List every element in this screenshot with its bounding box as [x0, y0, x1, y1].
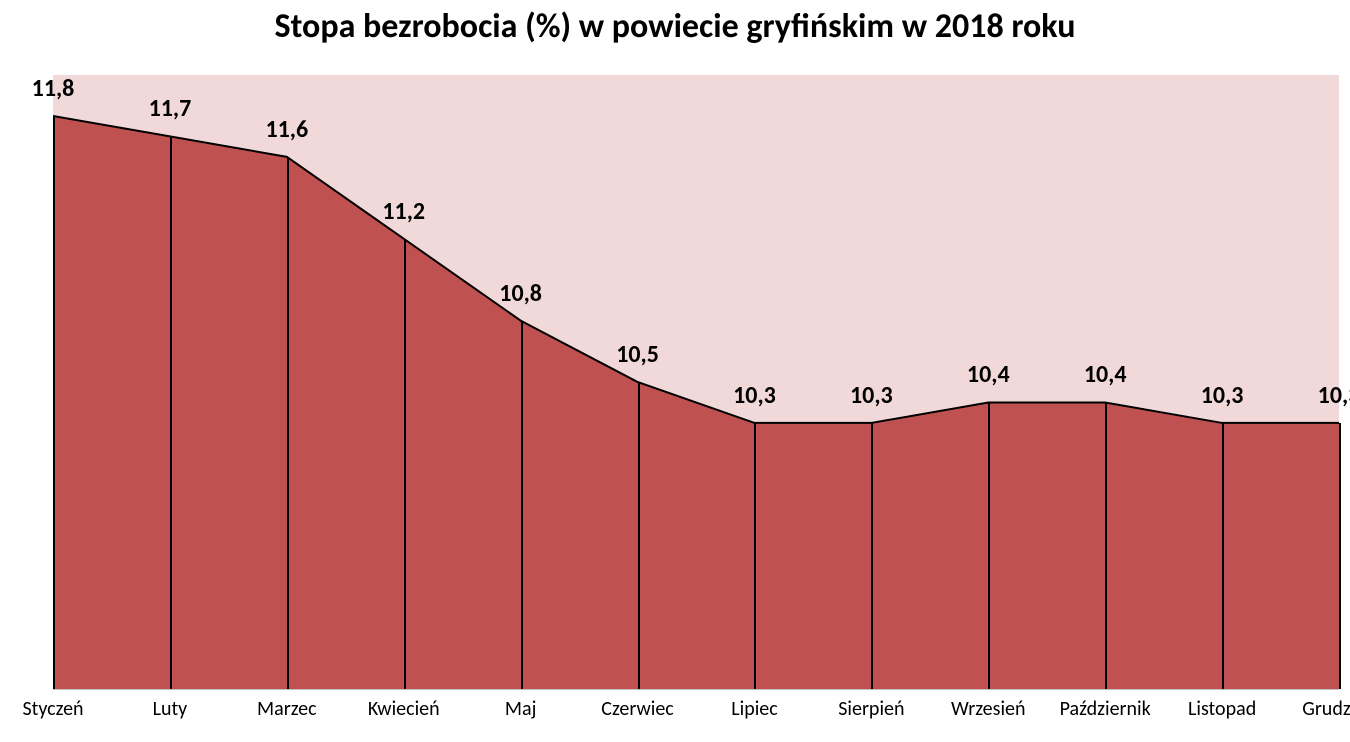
drop-line [1222, 423, 1224, 689]
category-label: Kwiecień [368, 697, 440, 721]
drop-line [871, 423, 873, 689]
data-label: 10,3 [1201, 381, 1244, 410]
category-label: Marzec [257, 697, 317, 721]
plot-area: 11,8Styczeń11,7Luty11,6Marzec11,2Kwiecie… [53, 75, 1339, 739]
category-label: Maj [505, 697, 536, 721]
data-label: 10,5 [616, 340, 659, 369]
category-label: Październik [1060, 697, 1151, 721]
category-label: Czerwiec [601, 697, 673, 721]
drop-line [1339, 423, 1341, 689]
drop-line [754, 423, 756, 689]
drop-line [638, 382, 640, 689]
data-label: 11,6 [265, 115, 308, 144]
category-label: Luty [153, 697, 188, 721]
category-label: Lipiec [731, 697, 778, 721]
category-label: Grudzień [1302, 697, 1350, 721]
drop-line [1105, 402, 1107, 689]
data-label: 11,2 [382, 197, 425, 226]
data-label: 11,8 [32, 74, 75, 103]
category-label: Wrzesień [951, 697, 1025, 721]
area-path [53, 75, 1339, 689]
drop-line [53, 116, 55, 689]
drop-line [170, 136, 172, 689]
drop-line [988, 402, 990, 689]
category-label: Styczeń [22, 697, 83, 721]
data-label: 10,4 [1084, 360, 1127, 389]
chart-title: Stopa bezrobocia (%) w powiecie gryfińsk… [0, 6, 1350, 47]
data-label: 10,3 [850, 381, 893, 410]
drop-line [521, 321, 523, 689]
x-axis-line [53, 689, 1339, 690]
drop-line [404, 239, 406, 689]
data-label: 10,4 [967, 360, 1010, 389]
drop-line [287, 157, 289, 689]
data-label: 11,7 [149, 94, 192, 123]
data-label: 10,3 [1318, 381, 1350, 410]
category-label: Listopad [1188, 697, 1256, 721]
data-label: 10,8 [499, 279, 542, 308]
category-label: Sierpień [838, 697, 904, 721]
chart-container: Stopa bezrobocia (%) w powiecie gryfińsk… [0, 0, 1350, 742]
data-label: 10,3 [733, 381, 776, 410]
